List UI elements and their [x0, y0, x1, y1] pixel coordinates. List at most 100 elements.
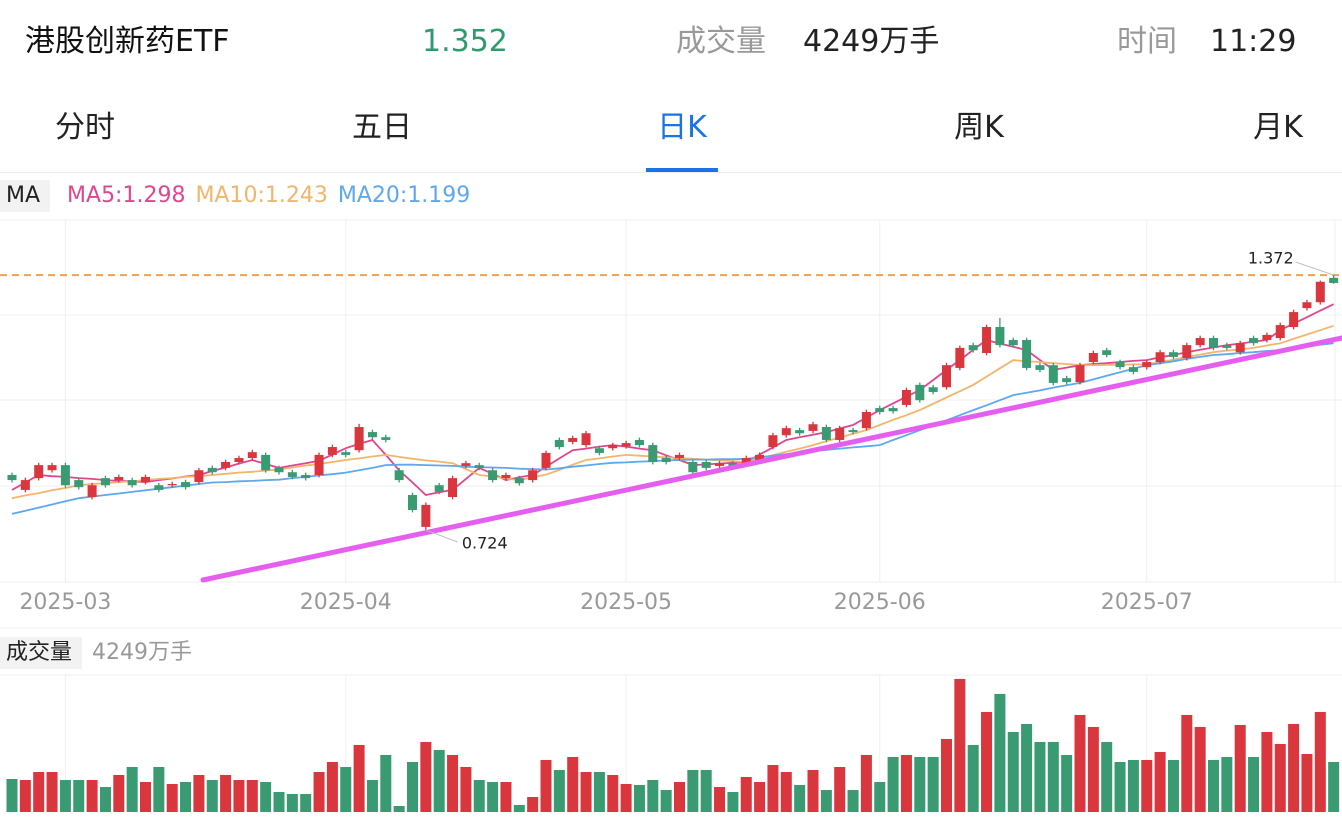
volume-bar [273, 791, 285, 812]
candle-body [741, 458, 751, 464]
candle-body [261, 454, 271, 471]
frame [0, 219, 1342, 676]
volume-bar [1328, 761, 1340, 812]
volume-bar [166, 783, 178, 812]
candle-body [127, 480, 137, 486]
volume-bar [674, 781, 685, 812]
candle-body [1315, 281, 1325, 303]
candle-body [1022, 340, 1032, 368]
candle-body [87, 485, 97, 498]
volume-bar [1021, 723, 1033, 812]
volume-bar [447, 754, 459, 812]
volume-title: 成交量 [0, 637, 83, 669]
candle-body [167, 484, 177, 486]
volume-bar [887, 756, 899, 812]
volume-bar [593, 771, 605, 812]
volume-bar [140, 781, 151, 812]
candle-body [781, 428, 791, 436]
candle-body [154, 485, 164, 490]
volume-bar [1301, 753, 1313, 812]
candle-body [661, 458, 671, 462]
volume-bar [393, 805, 405, 812]
candle-body [1102, 350, 1112, 355]
candle-body [861, 412, 871, 429]
candle-body [768, 435, 778, 448]
candle-body [1222, 345, 1232, 348]
x-tick-label: 2025-03 [19, 590, 111, 615]
volume-bar [487, 781, 499, 812]
volume-bar [1221, 756, 1233, 812]
volume-bar [1074, 714, 1086, 812]
candle-body [394, 470, 404, 481]
volume-bar [193, 774, 205, 812]
fund-name: 港股创新药ETF [25, 24, 230, 59]
volume-bar [1114, 761, 1126, 812]
candle-body [554, 439, 564, 448]
volume-bar [847, 789, 859, 812]
volume-bar [1314, 711, 1326, 812]
volume-bar [286, 793, 298, 812]
volume-bar [1288, 723, 1300, 812]
tab[interactable]: 月K [1253, 110, 1303, 145]
tab[interactable]: 分时 [55, 110, 115, 145]
candle-body [141, 476, 150, 483]
candle-body [634, 439, 644, 446]
tab[interactable]: 周K [954, 110, 1004, 145]
volume-bar [647, 779, 659, 812]
volume-bar [460, 766, 472, 812]
candle-body [581, 433, 591, 446]
candle-body [568, 437, 578, 442]
candle-body [808, 424, 818, 431]
volume-bar [500, 781, 512, 812]
volume-bar [86, 779, 98, 812]
candle-body [34, 465, 44, 479]
trend-line [200, 335, 1342, 583]
candle-body [1142, 362, 1152, 368]
volume-bar [153, 766, 165, 812]
volume-bar [1047, 741, 1059, 812]
candle-body [1195, 338, 1205, 346]
volume-bar [794, 784, 806, 812]
candle-body [1209, 338, 1218, 348]
candle-body [274, 467, 284, 473]
candle-body [74, 480, 84, 488]
volume-bar [820, 789, 832, 812]
candle-body [1048, 365, 1058, 383]
volume-bar [967, 744, 979, 812]
tab[interactable]: 日K [657, 110, 707, 145]
tab[interactable]: 五日 [352, 110, 412, 145]
volume-bar [1194, 726, 1206, 812]
candle-body [701, 461, 711, 468]
volume-bar [126, 766, 138, 812]
candle-body [541, 452, 551, 468]
candle-body [234, 458, 244, 462]
time-value: 11:29 [1210, 24, 1297, 59]
x-tick-label: 2025-05 [580, 590, 672, 615]
volume-bar [380, 754, 392, 812]
candle-body [408, 495, 417, 510]
volume-bar [620, 783, 632, 812]
candle-body [448, 478, 458, 498]
candle-body [901, 389, 911, 405]
candle-body [888, 408, 898, 412]
legend-entry: MA5:1.298 [67, 183, 186, 208]
volume-bars [6, 678, 1340, 812]
candle-body [381, 437, 391, 440]
volume-bar [1208, 759, 1219, 812]
volume-bar [113, 774, 125, 812]
tab-underline [646, 168, 718, 172]
candle-body [1249, 338, 1259, 344]
indicator-label: MA [0, 180, 51, 212]
volume-bar [860, 754, 872, 812]
ma-legend: MA MA5:1.298 MA10:1.243 MA20:1.199 [0, 180, 470, 212]
volume-subtitle: 4249万手 [92, 640, 193, 665]
volume-bar [607, 774, 619, 812]
candle-body [367, 432, 377, 438]
volume-bar [900, 754, 912, 812]
price: 1.352 [422, 24, 508, 59]
volume-bar [353, 744, 365, 812]
volume-bar [1087, 726, 1099, 812]
volume-bar [714, 786, 726, 812]
candle-body [1128, 367, 1138, 372]
